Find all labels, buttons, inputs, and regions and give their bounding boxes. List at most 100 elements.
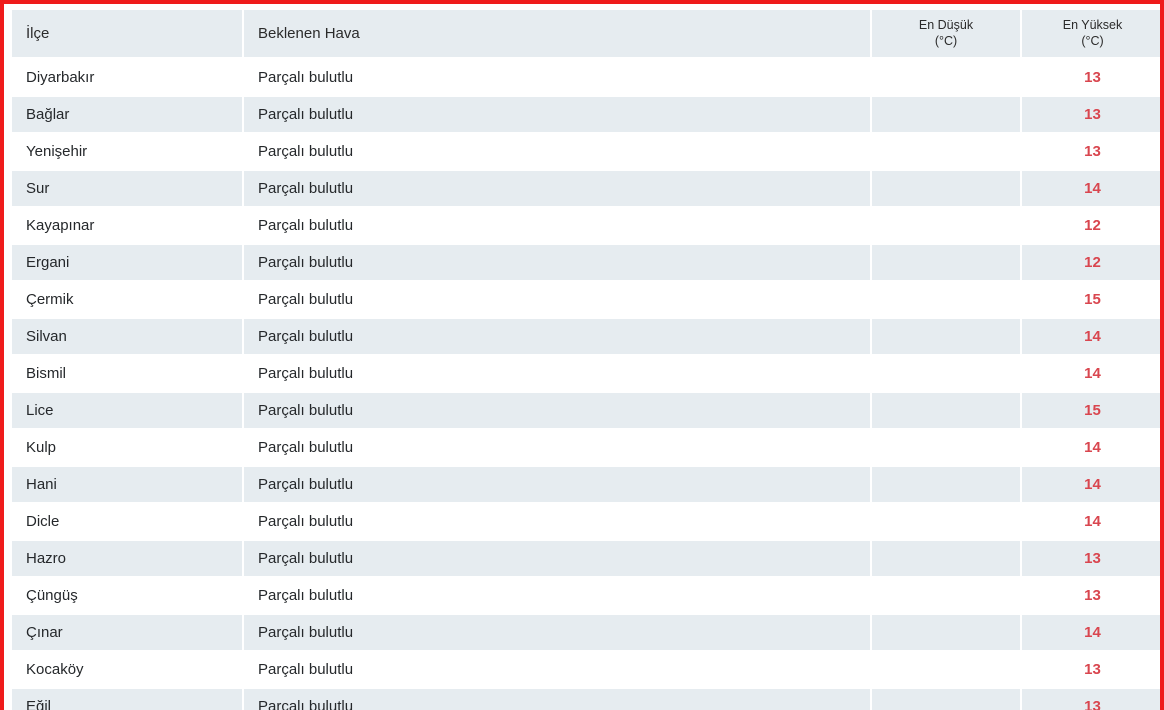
column-header-district[interactable]: İlçe [12,10,244,58]
cell-expected-weather: Parçalı bulutlu [244,171,872,209]
cell-min-temp [872,282,1022,320]
cell-district: Ergani [12,245,244,283]
cell-max-temp: 13 [1022,541,1160,579]
cell-expected-weather: Parçalı bulutlu [244,467,872,505]
table-row[interactable]: Sur Parçalı bulutlu 14 [12,171,1160,209]
cell-min-temp [872,245,1022,283]
cell-max-temp: 13 [1022,60,1160,98]
table-header: İlçe Beklenen Hava En Düşük (°C) En Yüks… [12,10,1160,58]
cell-min-temp [872,541,1022,579]
table-row[interactable]: Silvan Parçalı bulutlu 14 [12,319,1160,357]
district-weather-table: İlçe Beklenen Hava En Düşük (°C) En Yüks… [12,10,1160,710]
table-header-row: İlçe Beklenen Hava En Düşük (°C) En Yüks… [12,10,1160,58]
cell-min-temp [872,208,1022,246]
cell-district: Hazro [12,541,244,579]
cell-district: Çüngüş [12,578,244,616]
table-row[interactable]: Hazro Parçalı bulutlu 13 [12,541,1160,579]
table-row[interactable]: Kulp Parçalı bulutlu 14 [12,430,1160,468]
cell-min-temp [872,615,1022,653]
cell-expected-weather: Parçalı bulutlu [244,319,872,357]
cell-district: Hani [12,467,244,505]
cell-min-temp [872,689,1022,710]
table-row[interactable]: Eğil Parçalı bulutlu 13 [12,689,1160,710]
cell-district: Silvan [12,319,244,357]
column-header-max-temp[interactable]: En Yüksek (°C) [1022,10,1160,58]
cell-min-temp [872,652,1022,690]
cell-expected-weather: Parçalı bulutlu [244,97,872,135]
cell-max-temp: 12 [1022,208,1160,246]
weather-table-container: İlçe Beklenen Hava En Düşük (°C) En Yüks… [4,10,1160,710]
table-row[interactable]: Bağlar Parçalı bulutlu 13 [12,97,1160,135]
cell-district: Kocaköy [12,652,244,690]
cell-district: Dicle [12,504,244,542]
table-row[interactable]: Lice Parçalı bulutlu 15 [12,393,1160,431]
cell-district: Lice [12,393,244,431]
cell-max-temp: 14 [1022,356,1160,394]
table-row[interactable]: Bismil Parçalı bulutlu 14 [12,356,1160,394]
cell-expected-weather: Parçalı bulutlu [244,652,872,690]
cell-min-temp [872,60,1022,98]
cell-expected-weather: Parçalı bulutlu [244,393,872,431]
cell-max-temp: 14 [1022,171,1160,209]
cell-expected-weather: Parçalı bulutlu [244,245,872,283]
cell-expected-weather: Parçalı bulutlu [244,134,872,172]
cell-district: Diyarbakır [12,60,244,98]
table-row[interactable]: Yenişehir Parçalı bulutlu 13 [12,134,1160,172]
cell-min-temp [872,356,1022,394]
cell-district: Yenişehir [12,134,244,172]
column-header-max-temp-unit: (°C) [1081,33,1104,48]
cell-max-temp: 13 [1022,689,1160,710]
cell-district: Kayapınar [12,208,244,246]
cell-max-temp: 13 [1022,97,1160,135]
cell-min-temp [872,134,1022,172]
cell-min-temp [872,393,1022,431]
cell-expected-weather: Parçalı bulutlu [244,541,872,579]
cell-max-temp: 14 [1022,319,1160,357]
cell-min-temp [872,97,1022,135]
column-header-weather-label: Beklenen Hava [258,25,360,42]
table-row[interactable]: Çınar Parçalı bulutlu 14 [12,615,1160,653]
cell-max-temp: 15 [1022,393,1160,431]
table-row[interactable]: Kocaköy Parçalı bulutlu 13 [12,652,1160,690]
cell-expected-weather: Parçalı bulutlu [244,615,872,653]
cell-expected-weather: Parçalı bulutlu [244,356,872,394]
column-header-max-temp-label: En Yüksek [1062,18,1123,32]
table-row[interactable]: Hani Parçalı bulutlu 14 [12,467,1160,505]
cell-district: Bağlar [12,97,244,135]
column-header-min-temp[interactable]: En Düşük (°C) [872,10,1022,58]
table-row[interactable]: Çermik Parçalı bulutlu 15 [12,282,1160,320]
cell-min-temp [872,504,1022,542]
cell-expected-weather: Parçalı bulutlu [244,208,872,246]
cell-max-temp: 13 [1022,578,1160,616]
cell-max-temp: 12 [1022,245,1160,283]
cell-expected-weather: Parçalı bulutlu [244,578,872,616]
cell-max-temp: 14 [1022,430,1160,468]
cell-district: Kulp [12,430,244,468]
cell-min-temp [872,430,1022,468]
cell-district: Çermik [12,282,244,320]
cell-expected-weather: Parçalı bulutlu [244,60,872,98]
table-row[interactable]: Diyarbakır Parçalı bulutlu 13 [12,60,1160,98]
cell-max-temp: 13 [1022,652,1160,690]
column-header-weather[interactable]: Beklenen Hava [244,10,872,58]
column-header-min-temp-label: En Düşük [918,18,974,32]
cell-min-temp [872,578,1022,616]
header-body-spacer [12,57,1160,61]
cell-expected-weather: Parçalı bulutlu [244,430,872,468]
cell-expected-weather: Parçalı bulutlu [244,504,872,542]
table-row[interactable]: Kayapınar Parçalı bulutlu 12 [12,208,1160,246]
table-body: Diyarbakır Parçalı bulutlu 13 Bağlar Parçalı… [12,57,1160,710]
cell-expected-weather: Parçalı bulutlu [244,282,872,320]
table-row[interactable]: Dicle Parçalı bulutlu 14 [12,504,1160,542]
cell-max-temp: 15 [1022,282,1160,320]
column-header-min-temp-unit: (°C) [934,33,958,48]
cell-min-temp [872,319,1022,357]
cell-district: Eğil [12,689,244,710]
cell-district: Çınar [12,615,244,653]
cell-min-temp [872,171,1022,209]
cell-max-temp: 14 [1022,504,1160,542]
table-row[interactable]: Ergani Parçalı bulutlu 12 [12,245,1160,283]
cell-max-temp: 14 [1022,615,1160,653]
table-row[interactable]: Çüngüş Parçalı bulutlu 13 [12,578,1160,616]
